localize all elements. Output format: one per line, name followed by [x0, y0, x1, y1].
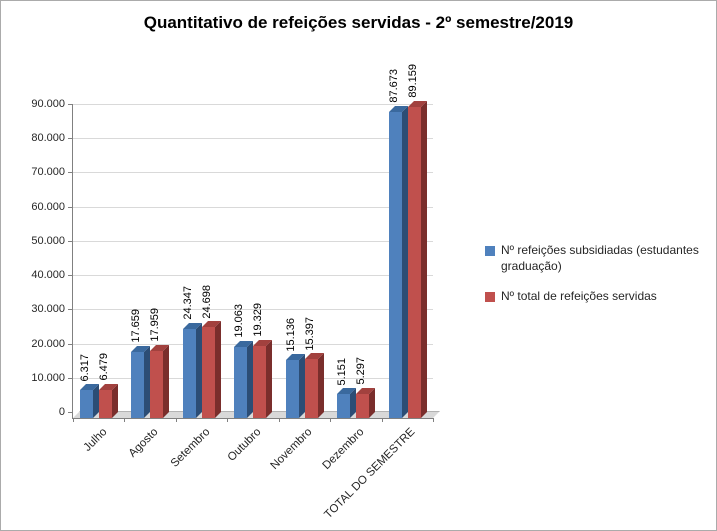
bar-value-label: 5.297 [355, 357, 368, 385]
bar-face [337, 394, 351, 418]
bar-face [99, 389, 112, 418]
gridline [73, 309, 433, 311]
y-axis-label: 20.000 [31, 337, 65, 350]
bar-face [407, 106, 421, 418]
bar-value-label: 87.673 [387, 69, 400, 103]
y-axis-tick [68, 275, 72, 277]
x-axis-tick [124, 418, 126, 422]
legend-label: Nº refeições subsidiadas (estudantes gra… [501, 243, 699, 273]
x-axis-tick [330, 418, 332, 422]
x-axis-label: Julho [81, 426, 110, 454]
bar-side [163, 344, 170, 418]
x-axis-tick [381, 418, 383, 422]
y-axis-label: 30.000 [31, 303, 65, 316]
bar-face [253, 345, 267, 418]
gridline [73, 206, 433, 208]
bar-face [80, 390, 93, 418]
chart-title: Quantitativo de refeições servidas - 2º … [143, 13, 574, 32]
bar-value-label: 24.698 [200, 284, 213, 319]
y-axis-label: 50.000 [31, 234, 65, 247]
bar-value-label: 15.397 [303, 316, 316, 351]
bar-value-label: 15.136 [284, 317, 297, 352]
legend: Nº refeições subsidiadas (estudantes gra… [485, 243, 709, 320]
bar-value-label: 6.479 [98, 353, 110, 381]
y-axis-tick [68, 138, 72, 140]
x-axis-tick [73, 418, 74, 422]
legend-item: Nº refeições subsidiadas (estudantes gra… [485, 243, 709, 274]
bar-face [356, 393, 370, 418]
bar-face [182, 328, 196, 418]
bar-value-label: 5.151 [336, 357, 349, 386]
bar-face [304, 359, 318, 418]
y-axis-label: 40.000 [31, 269, 65, 282]
bar-value-label: 6.317 [79, 353, 91, 382]
legend-item: Nº total de refeições servidas [485, 289, 709, 305]
bar-value-label: 89.159 [406, 64, 419, 98]
gridline [73, 377, 433, 379]
bar-value-label: 17.659 [130, 308, 143, 343]
bar-face [131, 351, 145, 418]
bar-side [420, 100, 427, 418]
y-axis-tick [68, 377, 72, 379]
bar-value-label: 17.959 [149, 307, 162, 342]
bar-face [150, 350, 164, 418]
gridline [73, 240, 433, 242]
y-axis-tick [68, 240, 72, 242]
gridline [73, 343, 433, 345]
bar-value-label: 19.329 [252, 303, 265, 337]
bar-side [214, 321, 221, 418]
legend-swatch-icon [485, 292, 495, 303]
x-axis-tick [278, 418, 280, 422]
gridline [73, 275, 433, 277]
gridline [73, 104, 433, 105]
value-axis-line [72, 104, 73, 418]
bar-face [388, 111, 402, 418]
plot-area: 0 10.000 20.000 30.000 40.000 50.000 60.000 70.… [31, 64, 440, 521]
y-axis-label: 90.000 [31, 98, 65, 110]
gridline [73, 138, 433, 140]
bar-side [317, 353, 324, 418]
x-axis-tick [175, 418, 177, 422]
y-axis-tick [68, 309, 72, 311]
bar-face [234, 346, 248, 418]
bar-value-label: 24.347 [181, 286, 194, 320]
y-axis-label: 10.000 [31, 371, 65, 384]
y-axis-tick [68, 104, 72, 105]
y-axis-label: 80.000 [31, 132, 65, 145]
category-axis-line [72, 418, 434, 419]
bar-value-label: 19.063 [233, 304, 246, 338]
bar-side [266, 339, 273, 418]
x-axis-tick [227, 418, 229, 422]
x-axis-tick [433, 418, 434, 422]
y-axis-tick [68, 172, 72, 174]
legend-label: Nº total de refeições servidas [501, 289, 657, 304]
y-axis-tick [68, 206, 72, 208]
y-axis-label: 70.000 [31, 166, 65, 179]
y-axis-label: 0 [58, 406, 65, 418]
bar-face [201, 327, 215, 418]
y-axis-label: 60.000 [31, 200, 65, 213]
y-axis-tick [68, 343, 72, 345]
legend-swatch-icon [485, 246, 495, 256]
bar-face [285, 360, 299, 418]
y-axis-tick [68, 412, 72, 413]
gridline [73, 172, 433, 174]
